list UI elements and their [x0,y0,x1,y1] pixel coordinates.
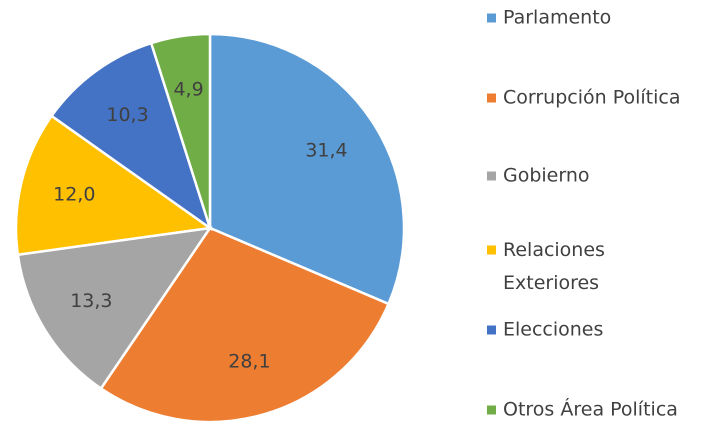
legend-label: Parlamento [503,7,611,29]
pie-slice [16,226,213,391]
legend-swatch [487,13,496,23]
pie-slice [99,226,391,423]
legend-label: Corrupción Política [503,87,681,109]
legend-line: Relaciones [503,239,605,261]
legend-label: Relaciones Exteriores [503,239,605,294]
legend-swatch [487,245,496,255]
legend-swatch [487,171,496,181]
data-label: 12,0 [53,183,95,205]
data-label: 31,4 [305,139,347,161]
legend-label: Elecciones [503,319,603,341]
legend-label: Gobierno [503,165,590,187]
data-label: 28,1 [228,351,270,373]
legend-swatch [487,325,496,335]
pie-slice [49,41,213,232]
pie-slice [208,32,406,306]
legend-swatch [487,93,496,103]
legend-swatch [487,405,496,415]
legend-line: Exteriores [503,272,599,294]
pie-slice [149,32,212,229]
pie-slice [14,114,214,257]
data-label: 10,3 [106,104,148,126]
data-label: 13,3 [70,290,112,312]
data-label: 4,9 [173,78,203,100]
legend-label: Otros Área Política [503,398,678,421]
